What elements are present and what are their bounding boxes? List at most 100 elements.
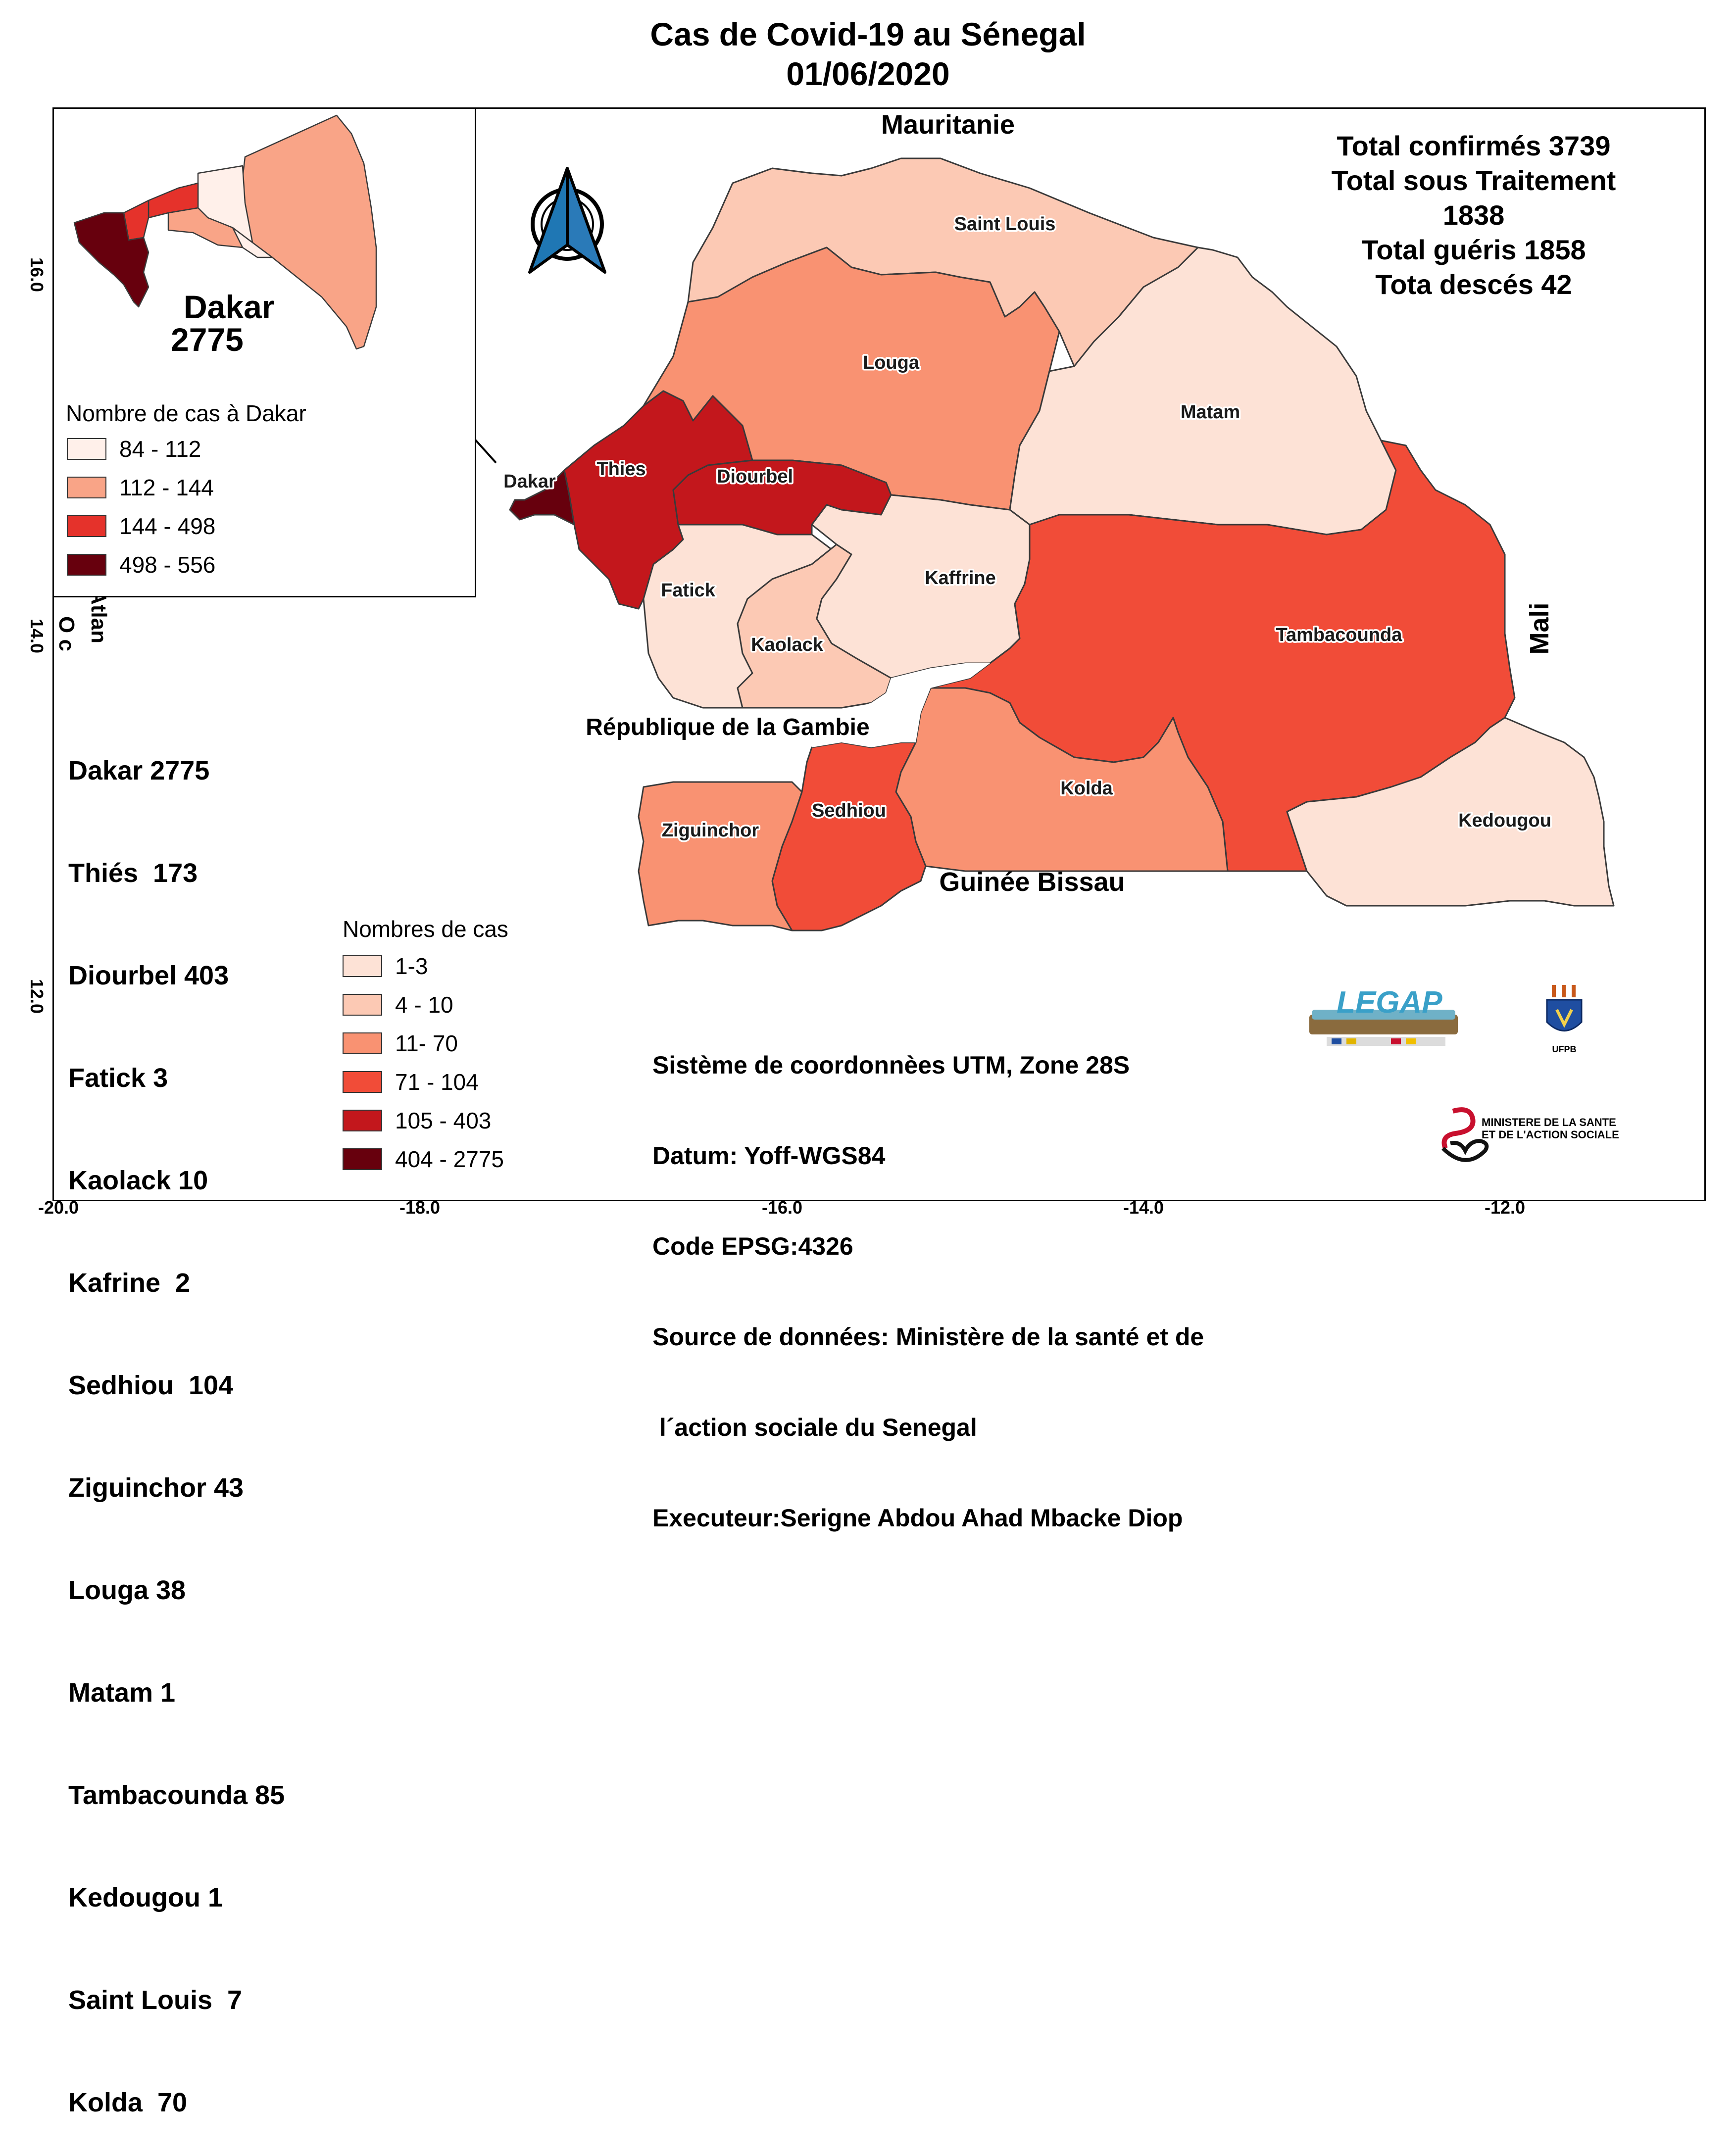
info-datum: Datum: Yoff-WGS84 xyxy=(652,1142,886,1170)
legend-item: 11- 70 xyxy=(343,1030,458,1057)
total-gueris: Total guéris 1858 xyxy=(1361,234,1586,265)
gambia-country xyxy=(812,663,990,747)
map-date: 01/06/2020 xyxy=(786,55,950,92)
case-list-item: Saint Louis 7 xyxy=(68,1985,243,2015)
legend-title: Nombres de cas xyxy=(343,916,508,942)
legend-swatch xyxy=(343,1032,382,1054)
map-info: Sistème de coordonnèes UTM, Zone 28S Dat… xyxy=(652,990,1204,1564)
inset-zone-medium xyxy=(167,207,244,248)
legend-label: 404 - 2775 xyxy=(395,1146,504,1172)
legend-item: 1-3 xyxy=(343,953,428,979)
case-list-item: Ziguinchor 43 xyxy=(68,1473,244,1503)
info-author: Executeur:Serigne Abdou Ahad Mbacke Diop xyxy=(652,1504,1183,1532)
legend-swatch xyxy=(67,477,106,498)
legap-logo: LEGAP xyxy=(1307,985,1465,1049)
total-traitement-value: 1838 xyxy=(1442,199,1505,231)
y-tick: 12.0 xyxy=(27,979,47,1014)
legend-label: 1-3 xyxy=(395,953,428,979)
north-arrow-icon xyxy=(528,167,606,274)
inset-zone-dark xyxy=(73,212,149,308)
case-list-item: Kedougou 1 xyxy=(68,1883,223,1912)
atlantic-label: Atlan xyxy=(87,589,111,643)
info-epsg: Code EPSG:4326 xyxy=(652,1232,853,1260)
legend-item: 71 - 104 xyxy=(343,1069,479,1095)
mali-label: Mali xyxy=(1525,602,1554,654)
case-list-item: Diourbel 403 xyxy=(68,961,229,990)
inset-legend-item: 498 - 556 xyxy=(67,551,215,578)
legend-label: 112 - 144 xyxy=(119,475,214,500)
case-list-item: Dakar 2775 xyxy=(68,756,210,785)
inset-legend-title: Nombre de cas à Dakar xyxy=(66,400,306,426)
legend-swatch xyxy=(67,515,106,537)
case-list-item: Sedhiou 104 xyxy=(68,1371,234,1400)
label-saint-louis: Saint Louis xyxy=(954,214,1056,235)
ministere-logo-line1: MINISTERE DE LA SANTE xyxy=(1482,1116,1616,1128)
legend-swatch xyxy=(67,438,106,460)
label-diourbel: Diourbel xyxy=(717,466,793,487)
x-tick: -14.0 xyxy=(1123,1197,1164,1218)
legend-label: 105 - 403 xyxy=(395,1108,492,1133)
legend-label: 84 - 112 xyxy=(119,436,201,462)
ministere-logo: MINISTERE DE LA SANTE ET DE L'ACTION SOC… xyxy=(1431,1101,1668,1171)
info-source: Source de données: Ministère de la santé… xyxy=(652,1323,1204,1351)
legend-swatch xyxy=(343,994,382,1016)
legend-swatch xyxy=(343,1110,382,1131)
region-kaffrine[interactable] xyxy=(811,494,1031,679)
total-deces: Tota descés 42 xyxy=(1375,269,1572,300)
y-tick: 16.0 xyxy=(27,257,47,292)
case-list-item: Matam 1 xyxy=(68,1678,176,1708)
inset-legend-item: 84 - 112 xyxy=(67,436,201,462)
label-kolda: Kolda xyxy=(1060,778,1113,799)
legend-item: 105 - 403 xyxy=(343,1107,491,1134)
legend-item: 4 - 10 xyxy=(343,991,453,1018)
label-kedougou: Kedougou xyxy=(1458,810,1551,831)
region-ziguinchor[interactable] xyxy=(638,781,803,931)
ministere-logo-line2: ET DE L'ACTION SOCIALE xyxy=(1482,1128,1619,1141)
case-list-item: Kaolack 10 xyxy=(68,1166,208,1195)
totals-panel: Total confirmés 3739 Total sous Traiteme… xyxy=(1295,129,1652,302)
legend-swatch xyxy=(67,554,106,576)
case-list-item: Thiés 173 xyxy=(68,858,198,888)
label-kaffrine: Kaffrine xyxy=(925,568,996,588)
map-title: Cas de Covid-19 au Sénegal xyxy=(650,16,1086,52)
label-matam: Matam xyxy=(1181,402,1240,423)
case-list-item: Kafrine 2 xyxy=(68,1268,191,1298)
guinee-bissau-label: Guinée Bissau xyxy=(939,867,1125,897)
label-ziguinchor: Ziguinchor xyxy=(662,820,759,841)
legend-swatch xyxy=(343,1071,382,1093)
info-source-cont: l´action sociale du Senegal xyxy=(652,1414,977,1441)
total-confirmes: Total confirmés 3739 xyxy=(1337,130,1611,161)
case-list-item: Tambacounda 85 xyxy=(68,1780,285,1810)
legend-label: 498 - 556 xyxy=(119,552,216,578)
ocean-label: O c xyxy=(54,616,79,651)
x-tick: -18.0 xyxy=(399,1197,440,1218)
dakar-inset: Dakar 2775 Nombre de cas à Dakar 84 - 11… xyxy=(52,107,476,597)
inset-legend-item: 112 - 144 xyxy=(67,474,214,501)
region-kedougou[interactable] xyxy=(1286,717,1615,907)
ufpb-logo-text: UFPB xyxy=(1552,1044,1577,1054)
map-frame xyxy=(52,107,1706,1201)
case-list-item: Fatick 3 xyxy=(68,1063,168,1093)
region-dakar[interactable] xyxy=(509,469,575,526)
label-fatick: Fatick xyxy=(661,580,716,601)
y-tick: 14.0 xyxy=(27,619,47,653)
inset-dakar-label: Dakar xyxy=(184,289,275,325)
x-tick: -12.0 xyxy=(1485,1197,1525,1218)
inset-dakar-value: 2775 xyxy=(171,321,244,358)
inset-legend-item: 144 - 498 xyxy=(67,513,215,539)
x-tick: -20.0 xyxy=(38,1197,79,1218)
case-list: Dakar 2775 Thiés 173 Diourbel 403 Fatick… xyxy=(68,685,285,2154)
legend-item: 404 - 2775 xyxy=(343,1146,504,1173)
legend-label: 71 - 104 xyxy=(395,1069,479,1095)
legend-label: 4 - 10 xyxy=(395,992,453,1018)
case-list-item: Louga 38 xyxy=(68,1575,186,1605)
label-louga: Louga xyxy=(863,352,920,373)
label-kaolack: Kaolack xyxy=(751,635,824,655)
label-dakar: Dakar xyxy=(503,471,556,492)
case-list-item: Kolda 70 xyxy=(68,2088,188,2117)
legap-logo-text: LEGAP xyxy=(1337,985,1442,1020)
gambie-label: République de la Gambie xyxy=(586,714,869,740)
legend-label: 11- 70 xyxy=(395,1030,458,1056)
legend-label: 144 - 498 xyxy=(119,513,216,539)
ufpb-logo: UFPB xyxy=(1542,982,1587,1057)
